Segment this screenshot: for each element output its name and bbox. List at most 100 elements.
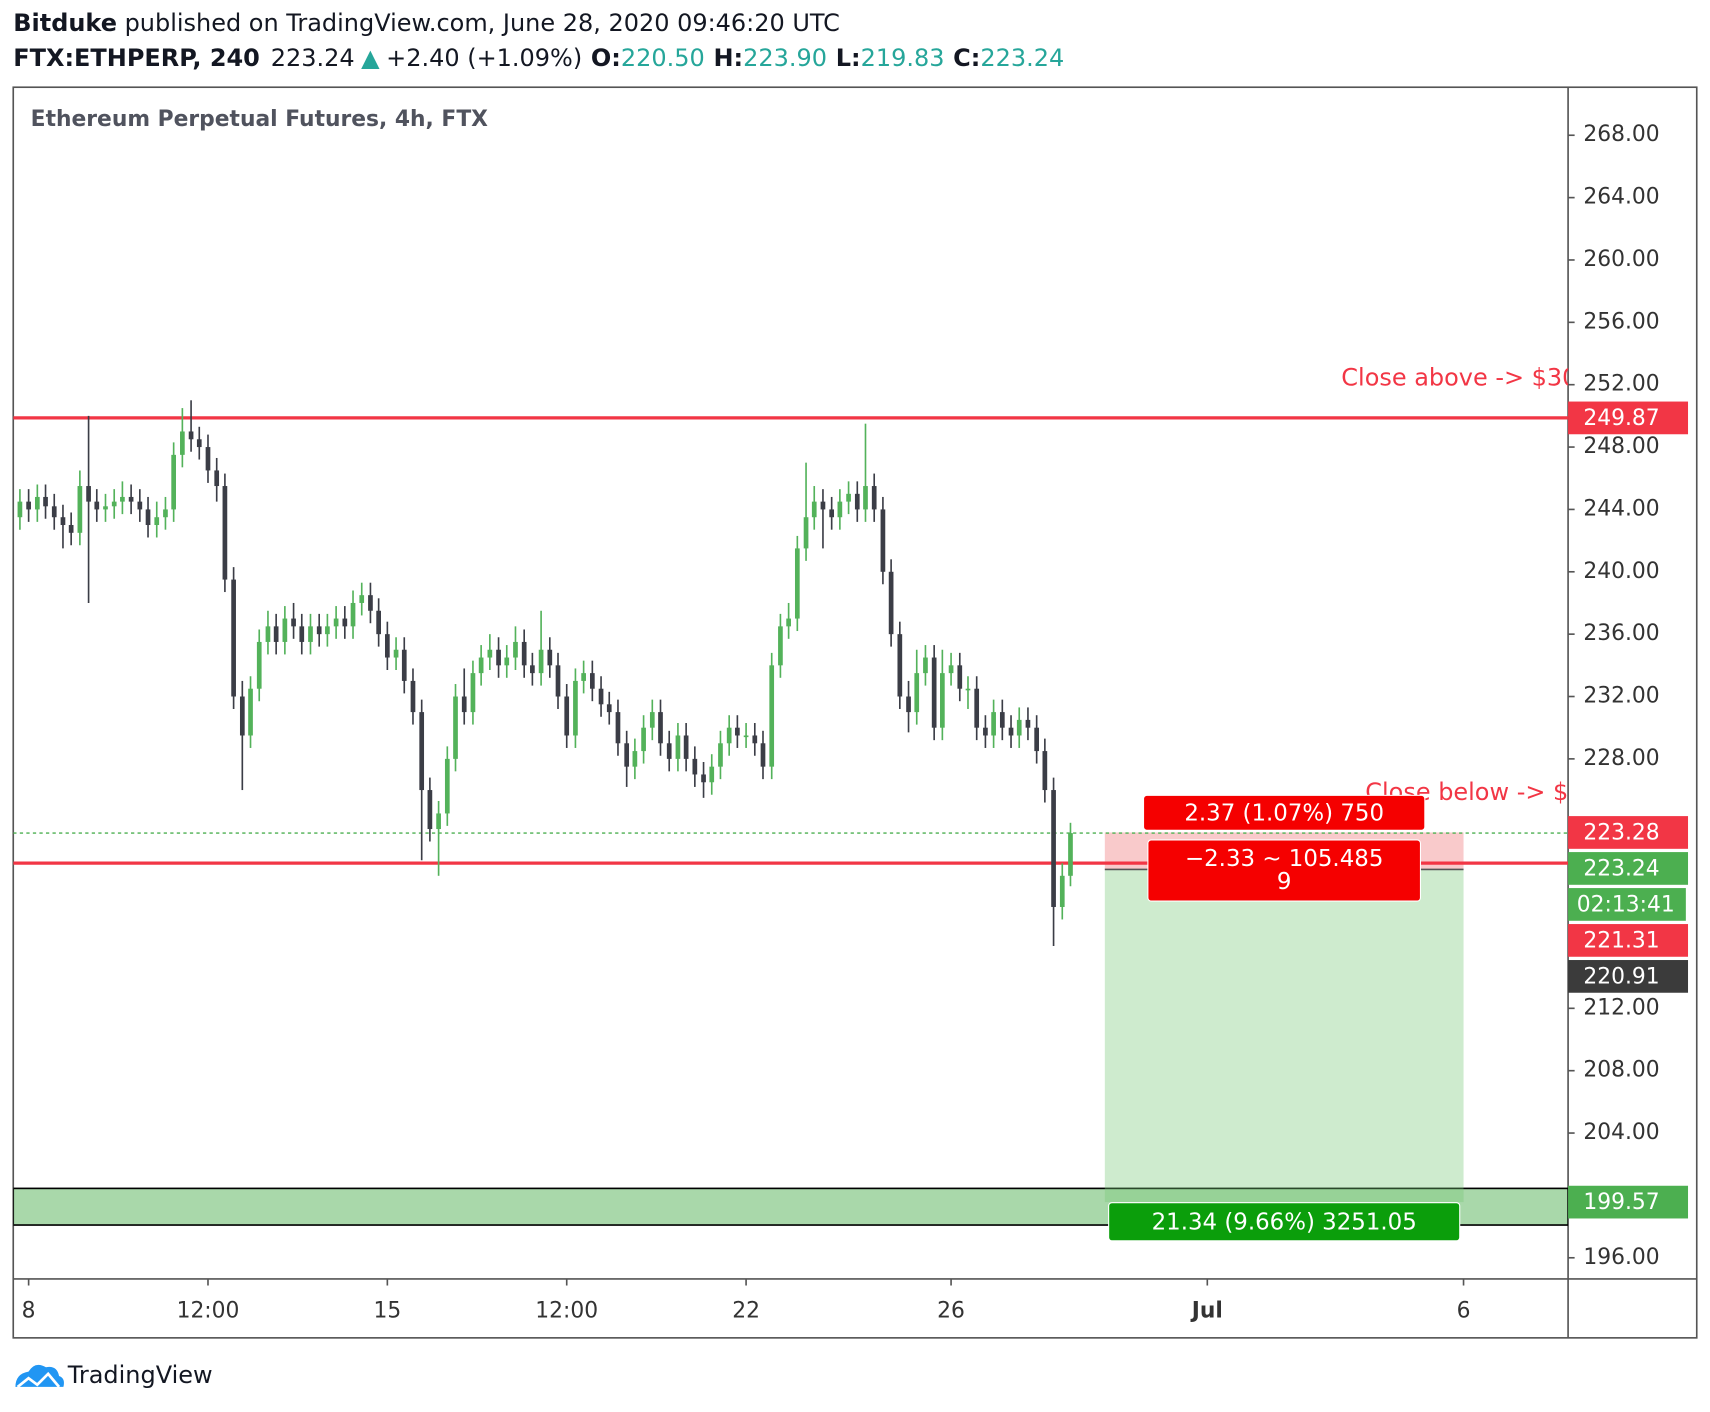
candle-body (538, 649, 544, 674)
y-tick-label: 240.00 (1583, 559, 1659, 584)
candle-body (888, 571, 894, 635)
x-tick-label: 22 (732, 1299, 760, 1324)
candle-body (86, 486, 91, 502)
candle-body (478, 657, 484, 674)
candle-body (393, 649, 399, 658)
o-label: O: (591, 44, 621, 72)
price-tag (1568, 924, 1689, 957)
price-tag (1568, 852, 1689, 885)
candle-body (923, 657, 928, 674)
candle-body (897, 634, 903, 697)
price-tag-label: 199.57 (1583, 1190, 1659, 1215)
candle-body (1025, 719, 1031, 728)
candle-body (991, 712, 996, 736)
candle-body (461, 696, 467, 713)
price-tag (1568, 1185, 1689, 1219)
candle-body (504, 657, 510, 666)
x-tick-label: 26 (937, 1299, 965, 1324)
logo (15, 1364, 64, 1388)
candle-body (111, 501, 117, 507)
candle-body (239, 696, 245, 736)
axes: 196.00 204.00 208.00 212.00 228.00 232.00 236.… (22, 122, 1660, 1323)
y-tick-label: 260.00 (1583, 247, 1659, 272)
candle-body (820, 501, 826, 510)
candle-body (999, 712, 1005, 728)
candle-body (376, 610, 381, 635)
candle-body (291, 618, 296, 627)
target-label: 21.34 (9.66%) 3251.05 (1152, 1209, 1417, 1235)
x-tick-label: 12:00 (177, 1299, 240, 1324)
candle-body (573, 680, 578, 736)
candle-body (718, 743, 723, 767)
l-label: L: (836, 44, 861, 72)
candle-body (957, 665, 963, 689)
y-tick-label: 204.00 (1583, 1120, 1659, 1145)
price-tag (1568, 960, 1689, 993)
candle-body (342, 618, 348, 627)
candle-body (760, 743, 766, 767)
candle-body (803, 517, 809, 549)
candle-body (333, 618, 339, 627)
entry-label-box (1147, 839, 1422, 902)
stop-label-box (1142, 794, 1426, 831)
candle-body (914, 673, 920, 713)
y-tick-label: 208.00 (1583, 1058, 1659, 1083)
candle-body (683, 735, 689, 759)
candle-body (436, 813, 441, 830)
candle-body (589, 673, 595, 689)
candle-body (34, 496, 40, 510)
candle-body (17, 501, 23, 518)
l-value: 219.83 (861, 44, 945, 72)
candle-body (401, 649, 407, 681)
candle-body (837, 501, 843, 518)
candle-body (137, 501, 143, 510)
candle-body (350, 602, 356, 627)
candle-body (265, 626, 271, 642)
candle-body (188, 431, 194, 440)
candle-body (222, 486, 228, 580)
y-tick-label: 256.00 (1583, 309, 1659, 334)
candle-body (325, 626, 330, 635)
candle-body (316, 626, 322, 635)
candle-body (530, 665, 535, 674)
candle-body (615, 712, 621, 744)
candle-body (564, 696, 570, 736)
chart-frame (12, 86, 1698, 1339)
price-tag (1568, 816, 1689, 849)
candle-body (965, 688, 971, 691)
candle-body (811, 501, 817, 518)
candle-body (555, 665, 561, 697)
price-tag-label: 249.87 (1583, 406, 1659, 431)
candle-body (1016, 719, 1022, 736)
price-tag (1568, 888, 1686, 921)
candle-body (940, 673, 945, 728)
price-tag-label: 220.91 (1583, 964, 1659, 989)
stop-label: 2.37 (1.07%) 750 (1184, 800, 1384, 826)
candle-body (120, 496, 125, 502)
price-tag-label: 223.28 (1583, 821, 1659, 846)
candle-body (983, 727, 988, 736)
candle-body (154, 517, 160, 526)
candle-body (103, 506, 108, 510)
candle-body (171, 454, 177, 510)
x-tick-label: 15 (373, 1299, 401, 1324)
candle-body (487, 649, 493, 658)
candle-body (145, 509, 151, 526)
candle-body (854, 493, 860, 510)
x-tick-label: 12:00 (535, 1299, 598, 1324)
candle-body (632, 751, 638, 767)
price-tag-label: 223.24 (1583, 857, 1659, 882)
arrow: ▲ (361, 44, 380, 72)
candle-body (948, 665, 954, 674)
candle-body (769, 665, 775, 767)
c-label: C: (953, 44, 980, 72)
candle-body (666, 743, 672, 759)
candle-body (43, 496, 48, 507)
candle-body (598, 688, 604, 705)
candle-body (624, 743, 630, 767)
candle-body (256, 641, 262, 689)
y-tick-label: 232.00 (1583, 684, 1659, 709)
y-tick-label: 248.00 (1583, 434, 1659, 459)
candle-body (513, 641, 518, 658)
